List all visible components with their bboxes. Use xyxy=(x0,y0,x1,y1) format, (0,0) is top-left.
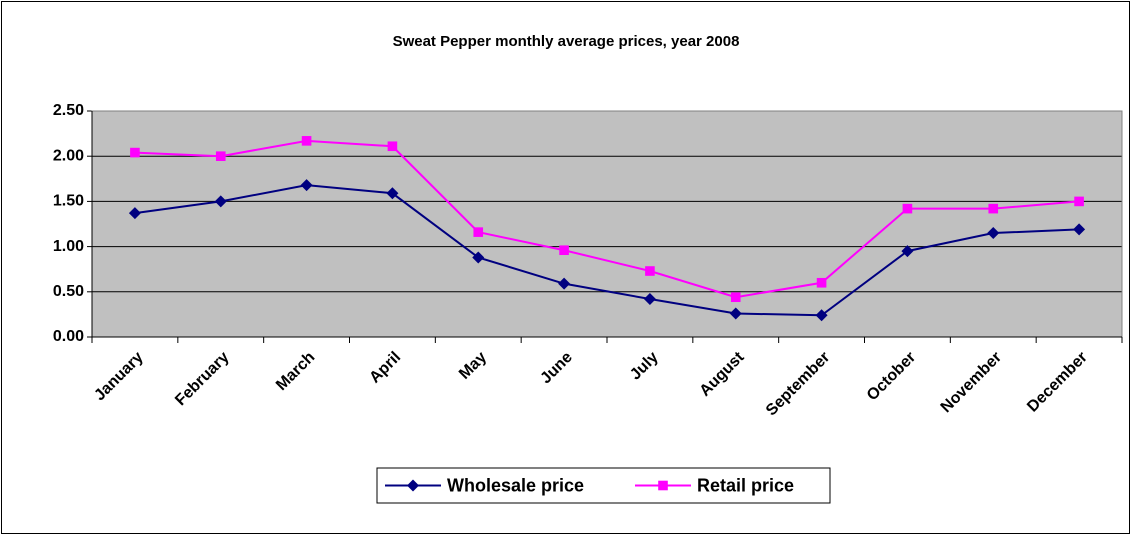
marker xyxy=(473,227,484,237)
marker xyxy=(387,141,398,152)
marker xyxy=(386,187,399,200)
y-tick-label: 0.50 xyxy=(53,283,84,300)
y-tick-label: 1.50 xyxy=(53,193,84,210)
legend-box xyxy=(376,467,831,504)
legend-label: Retail price xyxy=(697,475,794,495)
marker xyxy=(214,195,227,208)
marker xyxy=(558,277,571,290)
y-tick-label: 0.00 xyxy=(53,328,84,345)
marker xyxy=(816,277,827,288)
marker xyxy=(301,136,312,146)
y-tick-label: 2.00 xyxy=(53,147,84,164)
marker xyxy=(559,245,569,256)
marker xyxy=(901,245,914,258)
y-tick-label: 2.50 xyxy=(53,102,84,119)
y-tick-label: 1.00 xyxy=(53,238,84,255)
series-line xyxy=(134,139,1080,299)
marker xyxy=(902,203,913,214)
marker xyxy=(472,251,485,264)
marker xyxy=(1073,223,1086,236)
marker xyxy=(407,479,419,492)
chart-title: Sweat Pepper monthly average prices, yea… xyxy=(393,33,740,50)
legend-label: Wholesale price xyxy=(447,475,584,495)
marker xyxy=(128,207,141,220)
marker xyxy=(729,307,742,320)
marker xyxy=(215,151,226,161)
marker xyxy=(130,147,140,158)
marker xyxy=(988,203,999,214)
marker xyxy=(1074,196,1084,207)
marker xyxy=(815,309,828,322)
marker xyxy=(730,292,741,303)
marker xyxy=(643,293,656,306)
marker xyxy=(300,179,313,192)
series-line xyxy=(134,184,1080,317)
marker xyxy=(645,266,655,276)
plot-area xyxy=(92,111,1122,337)
marker xyxy=(658,480,668,491)
marker xyxy=(987,227,1000,240)
